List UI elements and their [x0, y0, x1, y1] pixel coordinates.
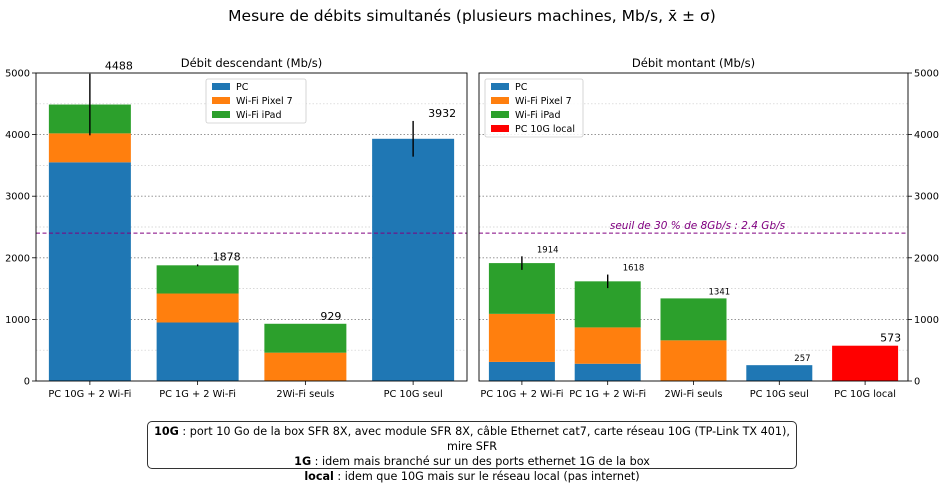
bar-wi-fi-ipad: [264, 323, 347, 353]
y-tick-label: 1000: [914, 315, 939, 326]
legend-label: PC: [515, 82, 528, 93]
bar-total-label: 3932: [428, 107, 456, 120]
y-tick-label: 0: [914, 377, 920, 388]
legend-swatch: [212, 97, 230, 104]
legend-swatch: [212, 83, 230, 90]
bar-total-label: 1878: [213, 250, 241, 263]
y-tick-label: 4000: [914, 130, 939, 141]
legend-box: [484, 78, 584, 138]
y-tick-label: 3000: [5, 192, 30, 203]
y-tick-label: 4000: [5, 130, 30, 141]
bar-wi-fi-pixel-7: [156, 293, 239, 323]
legend-label: Wi-Fi iPad: [236, 110, 281, 121]
legend-label: Wi-Fi iPad: [515, 110, 560, 121]
x-tick-label: 2Wi-Fi seuls: [276, 389, 334, 400]
note-local: local : idem que 10G mais sur le réseau …: [148, 469, 796, 484]
bar-total-label: 257: [794, 354, 810, 364]
bar-pc: [156, 322, 239, 381]
y-tick-label: 2000: [914, 253, 939, 264]
bar-wi-fi-ipad: [488, 263, 555, 314]
legend-swatch: [491, 125, 509, 132]
bar-wi-fi-pixel-7: [48, 133, 131, 163]
chart-upload: Débit montant (Mb/s) 1914 PC 10G + 2 Wi-Fi…: [478, 56, 939, 400]
bar-wi-fi-pixel-7: [574, 327, 641, 364]
bar-wi-fi-ipad: [156, 265, 239, 294]
legend-label: Wi-Fi Pixel 7: [515, 96, 572, 107]
legend-swatch: [491, 97, 509, 104]
threshold-label: seuil de 30 % de 8Gb/s : 2.4 Gb/s: [610, 220, 786, 232]
x-tick-label: PC 10G seul: [750, 389, 809, 400]
x-tick-label: 2Wi-Fi seuls: [665, 389, 723, 400]
subplot-title: Débit montant (Mb/s): [632, 56, 755, 70]
legend-label: PC 10G local: [515, 124, 575, 135]
bar-total-label: 1341: [709, 287, 731, 297]
x-tick-label: PC 1G + 2 Wi-Fi: [159, 389, 236, 400]
x-tick-label: PC 10G + 2 Wi-Fi: [480, 389, 563, 400]
note-10g: 10G : port 10 Go de la box SFR 8X, avec …: [148, 424, 796, 454]
bar-wi-fi-ipad: [660, 298, 727, 341]
bar-wi-fi-pixel-7: [488, 313, 555, 362]
y-tick-label: 3000: [914, 192, 939, 203]
legend-swatch: [212, 111, 230, 118]
legend-label: Wi-Fi Pixel 7: [236, 96, 293, 107]
y-tick-label: 5000: [914, 69, 939, 80]
note-local-key: local: [304, 470, 334, 483]
bar-pc: [574, 363, 641, 381]
bar-pc: [746, 365, 813, 381]
note-1g: 1G : idem mais branché sur un des ports …: [148, 454, 796, 469]
x-tick-label: PC 10G seul: [384, 389, 443, 400]
bar-total-label: 573: [880, 332, 901, 345]
bar-pc: [488, 361, 555, 381]
axes-frame: [478, 72, 909, 382]
legend-label: PC: [236, 82, 249, 93]
x-tick-label: PC 10G + 2 Wi-Fi: [48, 389, 131, 400]
y-tick-label: 5000: [5, 69, 30, 80]
y-tick-label: 1000: [5, 315, 30, 326]
legend-notes-box: 10G : port 10 Go de la box SFR 8X, avec …: [147, 421, 797, 483]
note-1g-key: 1G: [294, 455, 312, 468]
subplot-title: Débit descendant (Mb/s): [181, 56, 323, 70]
bar-total-label: 4488: [105, 60, 133, 73]
bar-wi-fi-pixel-7: [264, 352, 347, 381]
figure: Mesure de débits simultanés (plusieurs m…: [5, 7, 939, 400]
note-10g-text: : port 10 Go de la box SFR 8X, avec modu…: [178, 425, 790, 453]
note-10g-key: 10G: [154, 425, 179, 438]
x-tick-label: PC 10G local: [834, 389, 896, 400]
bar-pc: [48, 162, 131, 381]
bar-wi-fi-ipad: [574, 281, 641, 328]
bar-total-label: 1914: [537, 245, 559, 255]
bar-total-label: 1618: [623, 264, 645, 274]
legend-swatch: [491, 111, 509, 118]
chart-download: Débit descendant (Mb/s) 4488 PC 10G + 2 Wi…: [5, 56, 468, 400]
y-tick-label: 2000: [5, 253, 30, 264]
legend-swatch: [491, 83, 509, 90]
bar-pc: [372, 138, 455, 381]
axes-frame: [35, 72, 468, 382]
figure-title: Mesure de débits simultanés (plusieurs m…: [228, 7, 716, 25]
bar-pc-10g-local: [832, 345, 899, 381]
bar-total-label: 929: [320, 310, 341, 323]
bar-wi-fi-pixel-7: [660, 340, 727, 381]
legend-box: [205, 78, 307, 124]
note-local-text: : idem que 10G mais sur le réseau local …: [333, 470, 640, 483]
y-tick-label: 0: [24, 377, 30, 388]
x-tick-label: PC 1G + 2 Wi-Fi: [569, 389, 646, 400]
note-1g-text: : idem mais branché sur un des ports eth…: [311, 455, 650, 468]
